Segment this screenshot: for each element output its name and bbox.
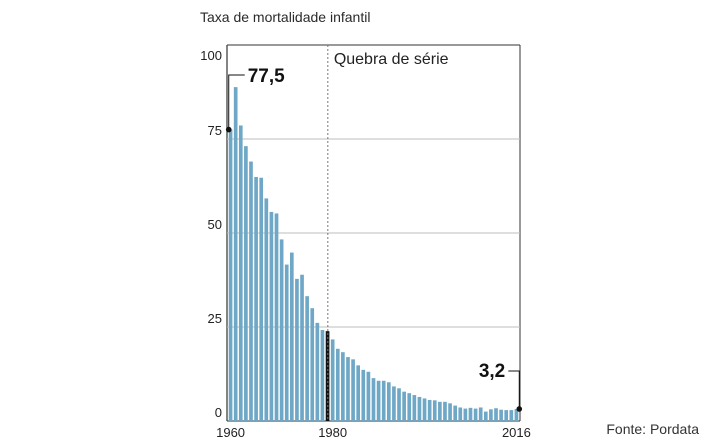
bar-1983 <box>346 357 350 421</box>
bar-2005 <box>458 407 463 421</box>
bar-1989 <box>376 380 381 421</box>
bar-1982 <box>341 352 345 421</box>
bar-1984 <box>351 359 355 421</box>
bar-1963 <box>244 146 248 422</box>
annotation-leader-start <box>228 74 245 130</box>
bar-1980 <box>330 339 335 421</box>
series-break-label: Quebra de série <box>334 51 449 68</box>
bar-1964 <box>249 161 253 421</box>
bar-1998 <box>422 398 427 421</box>
bar-1968 <box>269 211 274 421</box>
bar-1995 <box>407 393 412 421</box>
bar-1969 <box>274 213 279 421</box>
bar-2000 <box>432 400 437 421</box>
bar-2002 <box>443 401 447 421</box>
bar-2014 <box>504 410 509 421</box>
bar-1987 <box>366 371 371 421</box>
bar-1996 <box>412 395 417 421</box>
x-tick-label-1960: 1960 <box>216 425 245 440</box>
y-tick-label-50: 50 <box>208 217 222 232</box>
bar-1971 <box>284 264 289 421</box>
bar-1985 <box>356 365 361 421</box>
bar-1973 <box>295 278 299 421</box>
bar-1966 <box>259 177 264 421</box>
bar-1974 <box>300 274 304 421</box>
bar-1990 <box>381 380 386 421</box>
bar-1992 <box>392 386 396 421</box>
bar-2015 <box>509 410 514 421</box>
x-tick-label-1980: 1980 <box>318 425 347 440</box>
bar-2010 <box>483 411 488 421</box>
y-tick-label-75: 75 <box>208 123 222 138</box>
bar-1962 <box>238 125 243 422</box>
bar-1972 <box>289 252 294 421</box>
y-tick-label-25: 25 <box>208 311 222 326</box>
x-tick-label-2016: 2016 <box>502 425 531 440</box>
y-tick-label-100: 100 <box>200 48 222 63</box>
bar-1981 <box>335 348 340 421</box>
bar-1988 <box>371 378 376 421</box>
bar-1986 <box>361 369 366 421</box>
bar-1994 <box>402 391 406 421</box>
bar-2011 <box>489 409 493 421</box>
y-tick-label-0: 0 <box>215 405 222 420</box>
bar-2009 <box>478 407 483 421</box>
bar-2006 <box>463 408 468 421</box>
bar-1976 <box>310 308 315 421</box>
bar-2003 <box>448 403 452 421</box>
bar-2013 <box>499 409 503 421</box>
bar-1965 <box>254 176 258 421</box>
annotation-start-value: 77,5 <box>248 66 285 87</box>
annotation-dot-start <box>225 126 232 133</box>
bar-2007 <box>468 407 473 421</box>
bar-1993 <box>397 388 401 421</box>
bar-1977 <box>315 322 320 421</box>
chart-title: Taxa de mortalidade infantil <box>200 9 371 25</box>
bar-2016 <box>514 408 519 421</box>
bar-2004 <box>453 405 458 421</box>
bar-1991 <box>386 382 391 421</box>
bar-2012 <box>494 408 498 421</box>
bar-1999 <box>427 399 432 421</box>
annotation-end-value: 3,2 <box>479 361 505 382</box>
bar-1978 <box>320 330 325 421</box>
source-note: Fonte: Pordata <box>606 421 699 437</box>
bar-2001 <box>438 401 442 421</box>
bar-1975 <box>305 296 309 421</box>
bar-1960 <box>228 129 233 421</box>
bar-1961 <box>233 87 238 421</box>
bar-2008 <box>473 408 478 421</box>
bar-1979 <box>325 331 330 421</box>
annotation-dot-end <box>516 406 523 412</box>
bar-1967 <box>264 198 269 421</box>
bar-1997 <box>417 396 422 421</box>
annotation-leader-end <box>508 370 520 409</box>
bar-1970 <box>279 239 284 421</box>
